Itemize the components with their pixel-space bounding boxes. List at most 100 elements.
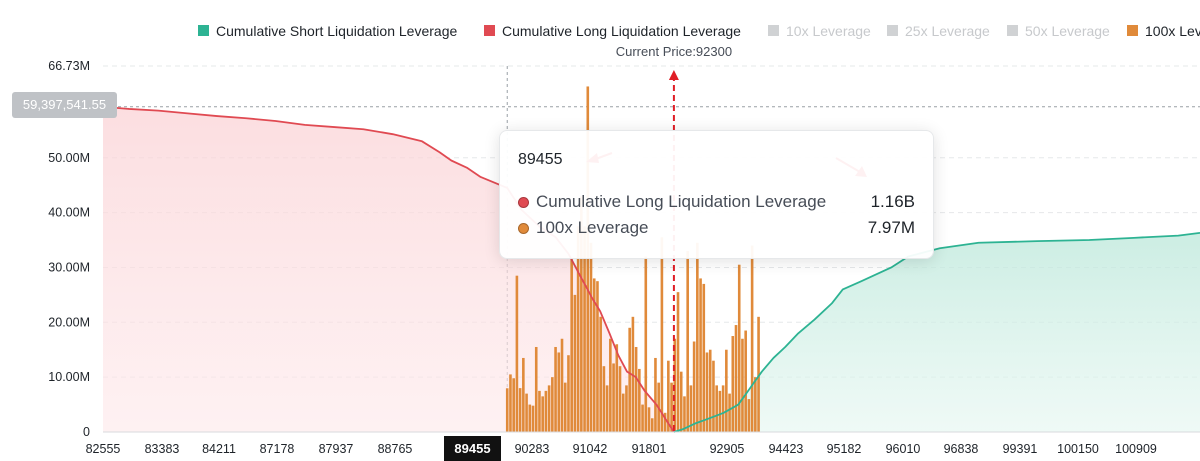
tooltip-row-value: 7.97M	[867, 218, 915, 237]
legend-swatch	[1127, 25, 1138, 36]
bar-100x	[731, 336, 735, 432]
bar-100x	[683, 396, 686, 432]
bar-100x	[531, 405, 535, 432]
bar-100x	[625, 385, 628, 432]
bar-100x	[750, 245, 754, 432]
100x-series-dot-icon	[518, 222, 529, 234]
bar-100x	[747, 399, 751, 432]
tooltip-title: 89455	[518, 151, 563, 168]
bar-100x	[573, 294, 577, 432]
bars-100x	[505, 86, 760, 433]
bar-100x	[618, 366, 622, 432]
bar-100x	[586, 86, 590, 433]
long-series-dot-icon	[518, 196, 529, 208]
bar-100x	[699, 278, 702, 432]
bar-100x	[757, 316, 760, 432]
bar-100x	[612, 363, 615, 432]
bar-100x	[580, 196, 583, 432]
legend-label: Cumulative Short Liquidation Leverage	[216, 23, 457, 39]
legend-swatch	[887, 25, 898, 36]
bar-100x	[718, 390, 722, 432]
x-tick-label: 91801	[632, 442, 667, 456]
series-line	[673, 232, 1200, 433]
y-tick-label: 50.00M	[48, 151, 90, 165]
bar-100x	[644, 256, 648, 432]
bar-100x	[708, 349, 712, 432]
x-tick-label: 90283	[515, 442, 550, 456]
y-tick-label: 66.73M	[48, 59, 90, 73]
y-tick-label: 40.00M	[48, 206, 90, 220]
bar-100x	[621, 393, 625, 432]
bar-100x	[592, 278, 596, 432]
x-tick-label: 88765	[378, 442, 413, 456]
bar-100x	[525, 393, 528, 432]
bar-100x	[650, 418, 654, 432]
bar-100x	[647, 407, 651, 432]
bar-100x	[692, 341, 696, 432]
bar-100x	[605, 385, 609, 432]
bar-100x	[551, 377, 554, 432]
bar-100x	[522, 357, 525, 432]
bar-100x	[596, 281, 599, 432]
bar-100x	[712, 360, 715, 432]
bar-100x	[715, 385, 718, 432]
bar-100x	[518, 388, 522, 432]
legend-label: 10x Leverage	[786, 23, 871, 39]
bar-100x	[570, 259, 573, 432]
bar-100x	[676, 292, 680, 432]
current-price-arrow-icon	[668, 70, 679, 80]
legend: Cumulative Short Liquidation Leverage Cum…	[198, 23, 1200, 39]
legend-label: Cumulative Long Liquidation Leverage	[502, 23, 741, 39]
bar-100x	[547, 385, 551, 432]
bar-100x	[602, 366, 606, 432]
bar-100x	[744, 330, 747, 432]
bar-100x	[528, 404, 532, 432]
bar-100x	[754, 377, 757, 432]
bar-100x	[705, 352, 709, 432]
bar-100x	[563, 382, 567, 432]
area-fills	[103, 106, 1200, 432]
y-crosshair-label: 59,397,541.55	[12, 92, 117, 118]
bar-100x	[615, 344, 619, 432]
bar-100x	[560, 338, 564, 432]
bar-100x	[609, 338, 612, 432]
legend-swatch	[484, 25, 495, 36]
bar-100x	[634, 346, 638, 432]
bar-100x	[628, 327, 631, 432]
bar-100x	[541, 396, 544, 432]
x-tick-label: 96010	[886, 442, 921, 456]
x-tick-label: 94423	[769, 442, 804, 456]
bar-100x	[505, 388, 509, 432]
x-crosshair-label: 89455	[444, 436, 501, 461]
bar-100x	[554, 346, 557, 432]
x-tick-label: 83383	[145, 442, 180, 456]
bar-100x	[696, 242, 699, 432]
x-tick-label: 87937	[319, 442, 354, 456]
bar-100x	[576, 226, 580, 432]
bar-100x	[728, 393, 731, 432]
bar-100x	[660, 237, 664, 432]
x-tick-label: 87178	[260, 442, 295, 456]
tooltip-row-value: 1.16B	[870, 192, 915, 211]
legend-label: 100x Leverage	[1145, 23, 1200, 39]
bar-100x	[538, 390, 541, 432]
bar-100x	[567, 355, 570, 432]
legend-swatch	[1007, 25, 1018, 36]
bar-100x	[544, 390, 548, 432]
bar-100x	[721, 385, 725, 432]
legend-label: 25x Leverage	[905, 23, 990, 39]
series-line	[102, 105, 675, 433]
short-area-fill	[673, 232, 1200, 432]
bar-100x	[667, 360, 670, 432]
bar-100x	[589, 242, 593, 432]
x-tick-label: 91042	[573, 442, 608, 456]
bar-100x	[641, 404, 644, 432]
bar-100x	[725, 349, 728, 432]
y-tick-label: 10.00M	[48, 370, 90, 384]
bar-100x	[663, 412, 667, 432]
tooltip-row-label: Cumulative Long Liquidation Leverage	[536, 192, 827, 211]
bar-100x	[512, 378, 515, 432]
y-tick-label: 30.00M	[48, 260, 90, 274]
x-tick-label: 99391	[1003, 442, 1038, 456]
